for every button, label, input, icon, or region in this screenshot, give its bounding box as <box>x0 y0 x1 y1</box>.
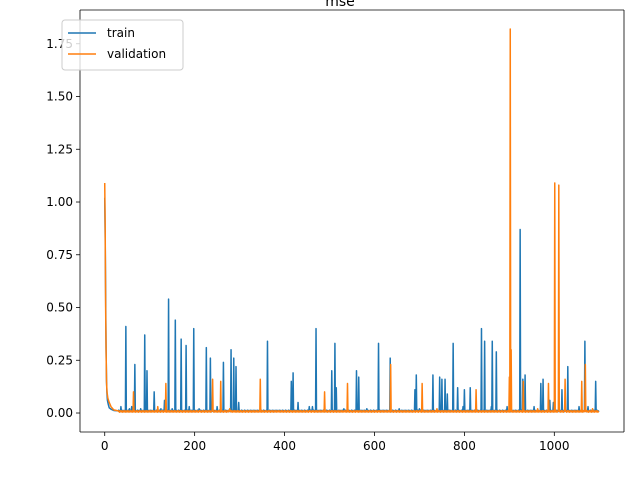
y-tick-label: 1.25 <box>46 142 73 156</box>
legend: train validation <box>61 19 184 71</box>
plot-lines <box>103 28 600 413</box>
y-tick-label: 0.50 <box>46 301 73 315</box>
x-tick-label: 400 <box>273 439 296 453</box>
y-tick-label: 1.50 <box>46 90 73 104</box>
y-tick-label: 1.00 <box>46 195 73 209</box>
legend-label-train: train <box>107 26 135 40</box>
y-tick-label: 0.25 <box>46 353 73 367</box>
x-tick-label: 800 <box>453 439 476 453</box>
axes-frame <box>79 9 625 433</box>
y-tick-label: 0.75 <box>46 248 73 262</box>
x-tick-label: 1000 <box>539 439 570 453</box>
chart-title: mse <box>325 0 355 10</box>
y-tick-label: 0.00 <box>46 406 73 420</box>
legend-label-validation: validation <box>107 47 166 61</box>
x-tick-label: 0 <box>101 439 109 453</box>
x-axis-ticks: 0 200 400 600 800 1000 <box>101 432 570 453</box>
series-line-validation <box>103 28 600 413</box>
x-tick-label: 600 <box>363 439 386 453</box>
x-tick-label: 200 <box>183 439 206 453</box>
